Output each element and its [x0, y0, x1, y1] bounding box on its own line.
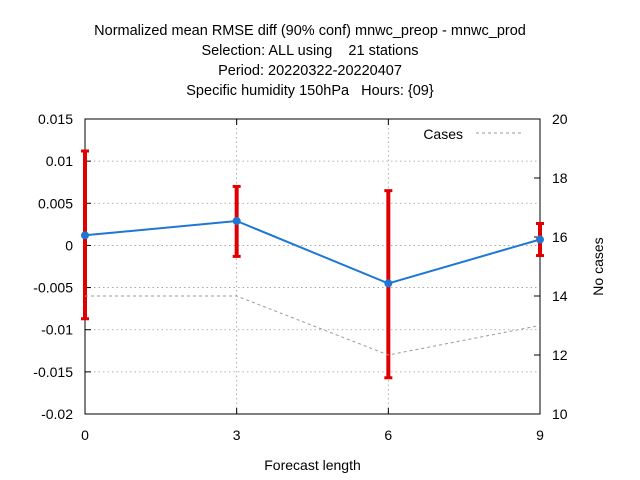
data-point	[536, 235, 544, 244]
legend-label: Cases	[423, 126, 463, 142]
x-tick-label: 6	[384, 427, 392, 443]
y2-tick-label: 12	[552, 347, 568, 363]
chart-title-line: Normalized mean RMSE diff (90% conf) mnw…	[94, 23, 526, 39]
y-tick-label: 0.015	[38, 111, 73, 127]
y2-tick-label: 14	[552, 288, 568, 304]
y2-tick-label: 10	[552, 406, 568, 422]
grid-lines	[85, 119, 540, 414]
y-tick-label: 0.01	[46, 153, 73, 169]
chart-title: Normalized mean RMSE diff (90% conf) mnw…	[94, 23, 526, 99]
data-point	[232, 216, 241, 225]
y-tick-label: 0.005	[38, 195, 73, 211]
series-line-cases	[85, 295, 541, 356]
y2-axis-label: No cases	[590, 237, 606, 295]
y-tick-label: -0.02	[41, 406, 73, 422]
y-tick-label: -0.01	[41, 322, 73, 338]
chart-title-line: Period: 20220322-20220407	[218, 63, 402, 79]
y2-tick-label: 18	[552, 170, 568, 186]
y-tick-label: 0	[65, 237, 73, 253]
x-axis-label: Forecast length	[264, 457, 361, 473]
chart-title-line: Specific humidity 150hPa Hours: {09}	[186, 83, 434, 99]
axis-ticks: 0.015 0.01 0.005 0 -0.005 -0.01 -0.015 -0.02 0 3 6…	[33, 111, 567, 443]
data-point	[384, 279, 393, 288]
chart-title-line: Selection: ALL using 21 stations	[201, 43, 418, 59]
series-line-rmse-diff	[84, 219, 541, 285]
x-tick-label: 0	[81, 427, 89, 443]
x-tick-label: 9	[536, 427, 544, 443]
plot-frame	[84, 118, 541, 415]
x-tick-label: 3	[233, 427, 241, 443]
y2-tick-label: 16	[552, 229, 568, 245]
series-layer	[81, 149, 544, 380]
legend: Cases	[423, 126, 522, 142]
y-tick-label: -0.015	[33, 364, 73, 380]
data-point	[81, 231, 89, 240]
y2-tick-label: 20	[552, 111, 568, 127]
y-tick-label: -0.005	[33, 280, 73, 296]
